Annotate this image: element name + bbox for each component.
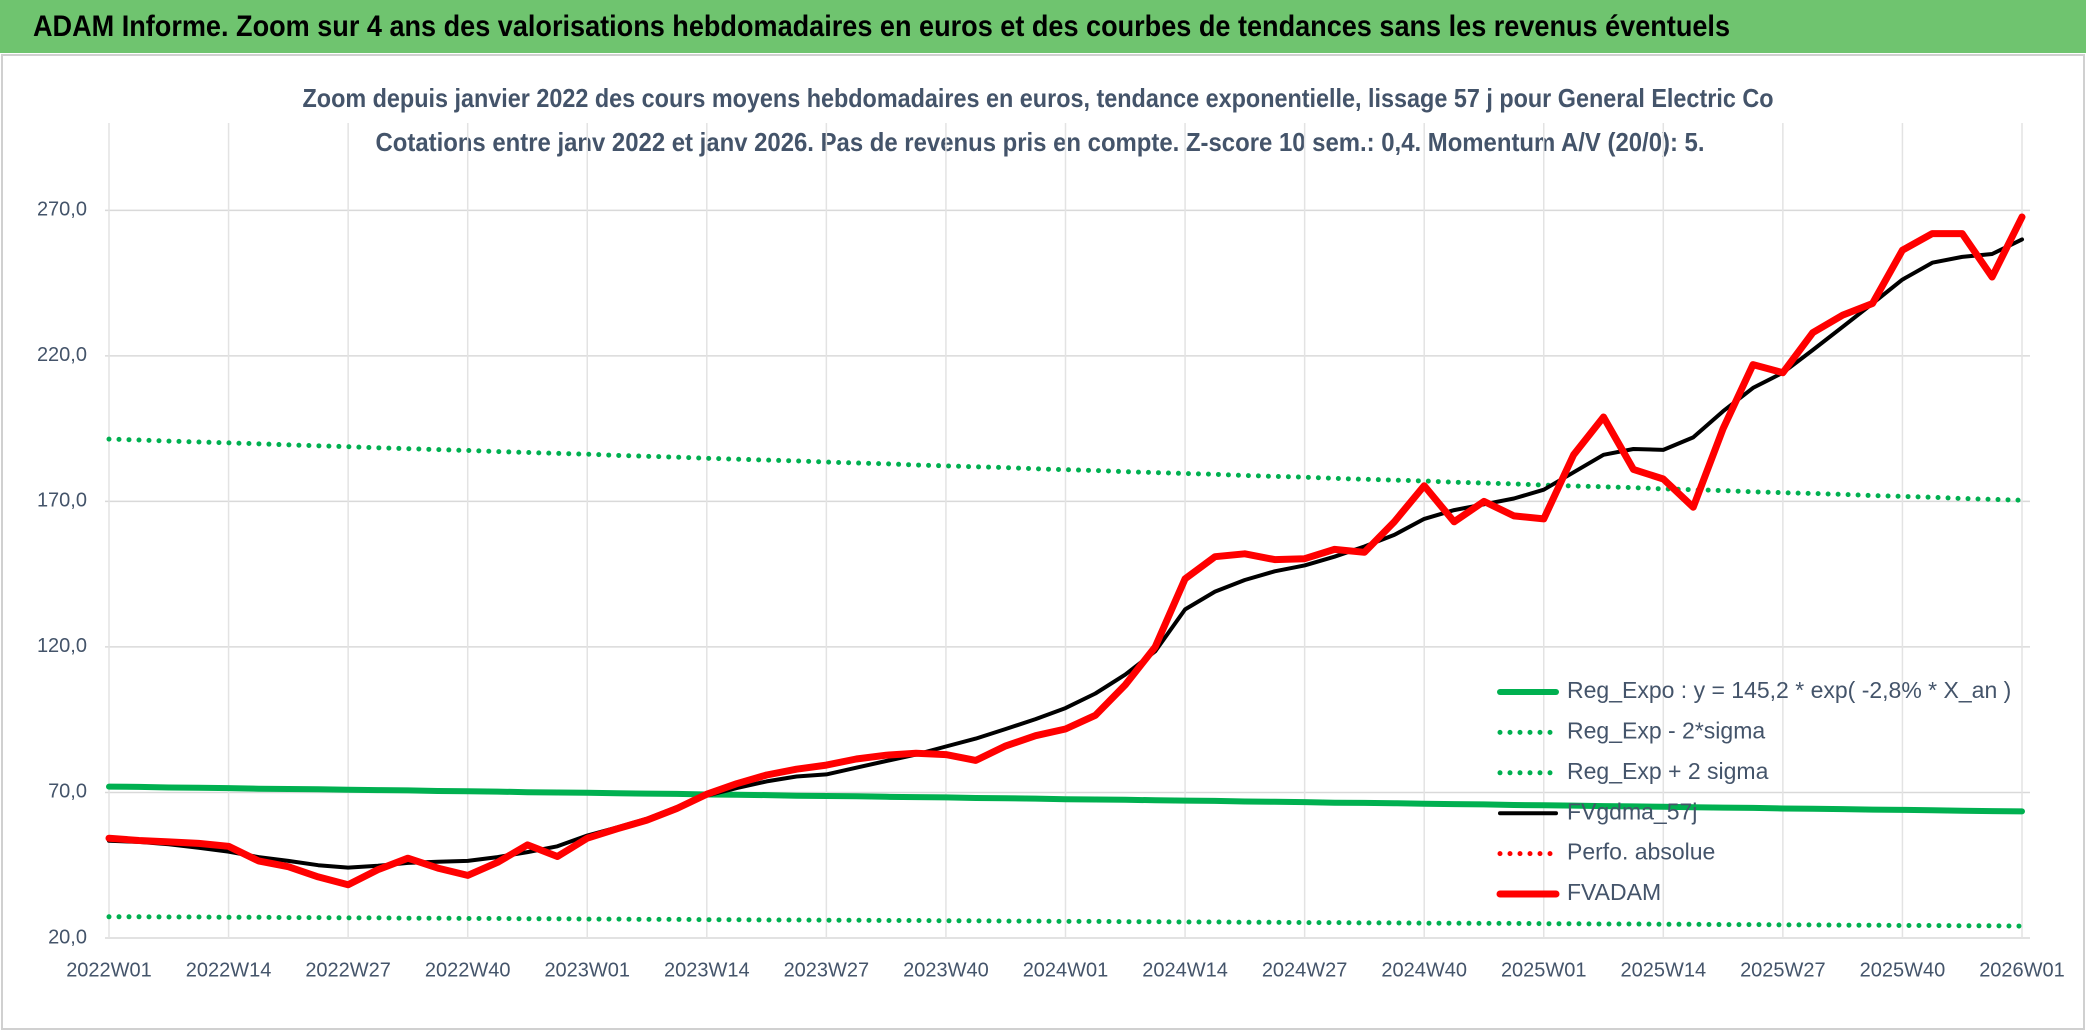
series-line	[106, 914, 2025, 929]
x-tick-label: 2024W14	[1142, 959, 1228, 981]
x-tick-label: 2023W40	[903, 959, 989, 981]
y-tick-label: 120,0	[37, 635, 87, 657]
header-bar	[0, 0, 2086, 53]
header-title: ADAM Informe. Zoom sur 4 ans des valoris…	[33, 10, 1730, 43]
y-tick-label: 70,0	[48, 781, 87, 803]
x-tick-label: 2025W14	[1621, 959, 1707, 981]
x-tick-label: 2022W27	[305, 959, 391, 981]
x-tick-label: 2022W01	[66, 959, 152, 981]
x-tick-label: 2023W14	[664, 959, 750, 981]
legend-label: Reg_Exp - 2*sigma	[1567, 717, 1765, 743]
chart-title: Zoom depuis janvier 2022 des cours moyen…	[303, 83, 1774, 113]
legend-label: Perfo. absolue	[1567, 839, 1715, 865]
x-tick-label: 2024W40	[1381, 959, 1467, 981]
legend-label: FVADAM	[1567, 879, 1661, 905]
y-tick-label: 270,0	[37, 199, 87, 221]
x-tick-label: 2024W27	[1262, 959, 1348, 981]
chart-subtitle: Cotations entre janv 2022 et janv 2026. …	[376, 127, 1705, 157]
x-tick-label: 2023W01	[544, 959, 630, 981]
x-tick-label: 2024W01	[1023, 959, 1109, 981]
y-tick-label: 220,0	[37, 344, 87, 366]
legend-label: Reg_Exp + 2 sigma	[1567, 758, 1769, 784]
legend-label: FVgdma_57j	[1567, 798, 1697, 824]
x-tick-label: 2022W40	[425, 959, 511, 981]
chart-frame	[1, 54, 2085, 1030]
x-tick-label: 2022W14	[186, 959, 272, 981]
x-tick-label: 2025W40	[1860, 959, 1946, 981]
y-tick-label: 170,0	[37, 490, 87, 512]
x-tick-label: 2025W01	[1501, 959, 1587, 981]
x-tick-label: 2023W27	[784, 959, 870, 981]
series-line	[105, 213, 2026, 889]
series-line	[106, 783, 2025, 815]
x-tick-label: 2026W01	[1979, 959, 2065, 981]
series-line	[106, 436, 2025, 503]
y-tick-label: 20,0	[48, 926, 87, 948]
legend-label: Reg_Expo : y = 145,2 * exp( -2,8% * X_an…	[1567, 677, 2011, 703]
x-tick-label: 2025W27	[1740, 959, 1826, 981]
